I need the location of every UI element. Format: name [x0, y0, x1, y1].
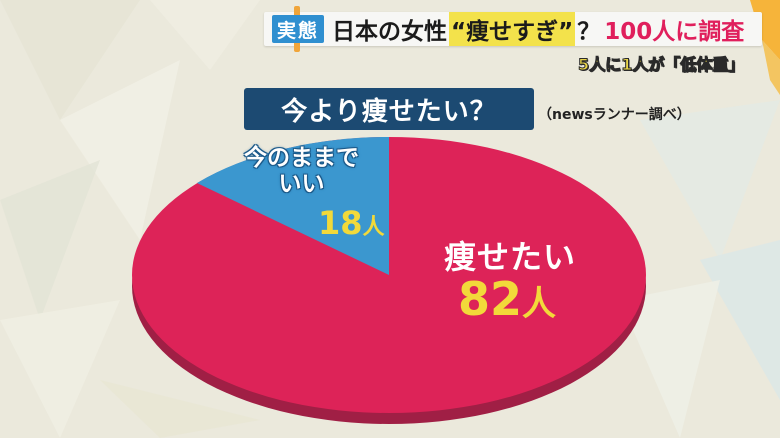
slice-value-lose-unit: 人	[522, 284, 557, 324]
headline-red-text: 100人に調査	[604, 19, 745, 45]
headline-highlight: “痩せすぎ”	[449, 12, 576, 46]
slice-label-stay-line2: いい	[278, 171, 325, 197]
slice-label-stay: 今のままで いい	[244, 145, 359, 197]
headline-question-mark: ？	[577, 19, 601, 45]
slice-value-stay: 18人	[318, 204, 385, 242]
status-badge: 実態	[272, 15, 324, 43]
slice-value-lose-number: 82	[458, 272, 523, 326]
slice-label-lose: 痩せたい	[444, 238, 577, 276]
chart-source: （newsランナー調べ）	[538, 107, 691, 123]
headline: 日本の女性 “痩せすぎ” ？ 100人に調査	[332, 12, 745, 46]
slice-value-stay-unit: 人	[362, 215, 385, 240]
headline-text: 日本の女性	[332, 19, 447, 45]
slice-value-lose: 82人	[458, 272, 556, 326]
subheadline: 5人に1人が「低体重」	[577, 55, 745, 75]
slice-value-stay-number: 18	[318, 204, 363, 242]
chart-title: 今より痩せたい？	[244, 88, 534, 130]
pie-slice-stay-same	[197, 136, 389, 275]
slice-label-stay-line1: 今のままで	[244, 145, 359, 171]
